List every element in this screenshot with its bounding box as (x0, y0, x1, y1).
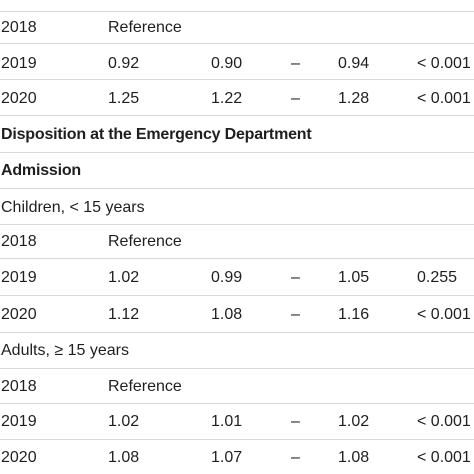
ci-lower-cell: 1.07 (211, 449, 243, 466)
table-row: 2018 Reference (0, 225, 474, 259)
odds-ratio-cell: 1.02 (108, 269, 140, 286)
ci-dash: – (291, 449, 300, 466)
group-label-row: Adults, ≥ 15 years (0, 333, 474, 369)
odds-ratio-cell: Reference (108, 378, 182, 395)
odds-ratio-cell: 1.12 (108, 306, 140, 323)
ci-lower-cell: 1.22 (211, 90, 243, 107)
table-row: 2019 0.92 0.90 – 0.94 < 0.001 (0, 44, 474, 80)
p-value-cell: < 0.001 (417, 306, 471, 323)
table-row: 2018 Reference (0, 11, 474, 44)
ci-dash: – (291, 55, 300, 72)
ci-lower-cell: 1.01 (211, 413, 243, 430)
year-cell: 2018 (1, 233, 37, 250)
partial-top-row (0, 0, 474, 12)
ci-upper-cell: 1.05 (338, 269, 370, 286)
year-cell: 2018 (1, 19, 37, 36)
p-value-cell: < 0.001 (417, 90, 471, 107)
table-row: 2020 1.08 1.07 – 1.08 < 0.001 (0, 440, 474, 474)
year-cell: 2019 (1, 55, 37, 72)
year-cell: 2020 (1, 90, 37, 107)
odds-ratio-cell: 1.02 (108, 413, 140, 430)
section-title: Disposition at the Emergency Department (1, 126, 312, 143)
table-row: 2018 Reference (0, 369, 474, 404)
year-cell: 2020 (1, 449, 37, 466)
ci-dash: – (291, 306, 300, 323)
odds-ratio-cell: Reference (108, 19, 182, 36)
odds-ratio-cell: 0.92 (108, 55, 140, 72)
p-value-cell: < 0.001 (417, 413, 471, 430)
ci-dash: – (291, 90, 300, 107)
ci-upper-cell: 1.16 (338, 306, 370, 323)
ci-upper-cell: 1.02 (338, 413, 370, 430)
year-cell: 2019 (1, 413, 37, 430)
ci-dash: – (291, 413, 300, 430)
subsection-title: Admission (1, 162, 81, 179)
group-label-row: Children, < 15 years (0, 189, 474, 225)
ci-upper-cell: 1.28 (338, 90, 370, 107)
odds-ratio-cell: Reference (108, 233, 182, 250)
table-row: 2019 1.02 0.99 – 1.05 0.255 (0, 259, 474, 296)
year-cell: 2020 (1, 306, 37, 323)
ci-lower-cell: 1.08 (211, 306, 243, 323)
group-label-adults: Adults, ≥ 15 years (1, 342, 129, 359)
subsection-heading-row: Admission (0, 153, 474, 189)
ci-lower-cell: 0.90 (211, 55, 243, 72)
odds-ratio-cell: 1.25 (108, 90, 140, 107)
group-label-children: Children, < 15 years (1, 199, 145, 216)
table-row: 2019 1.02 1.01 – 1.02 < 0.001 (0, 404, 474, 440)
ci-dash: – (291, 269, 300, 286)
year-cell: 2018 (1, 378, 37, 395)
table-row: 2020 1.25 1.22 – 1.28 < 0.001 (0, 80, 474, 116)
ci-upper-cell: 0.94 (338, 55, 370, 72)
year-cell: 2019 (1, 269, 37, 286)
ci-lower-cell: 0.99 (211, 269, 243, 286)
section-heading-row: Disposition at the Emergency Department (0, 116, 474, 153)
p-value-cell: < 0.001 (417, 55, 471, 72)
odds-ratio-cell: 1.08 (108, 449, 140, 466)
table-row: 2020 1.12 1.08 – 1.16 < 0.001 (0, 296, 474, 333)
p-value-cell: 0.255 (417, 269, 458, 286)
p-value-cell: < 0.001 (417, 449, 471, 466)
ci-upper-cell: 1.08 (338, 449, 370, 466)
